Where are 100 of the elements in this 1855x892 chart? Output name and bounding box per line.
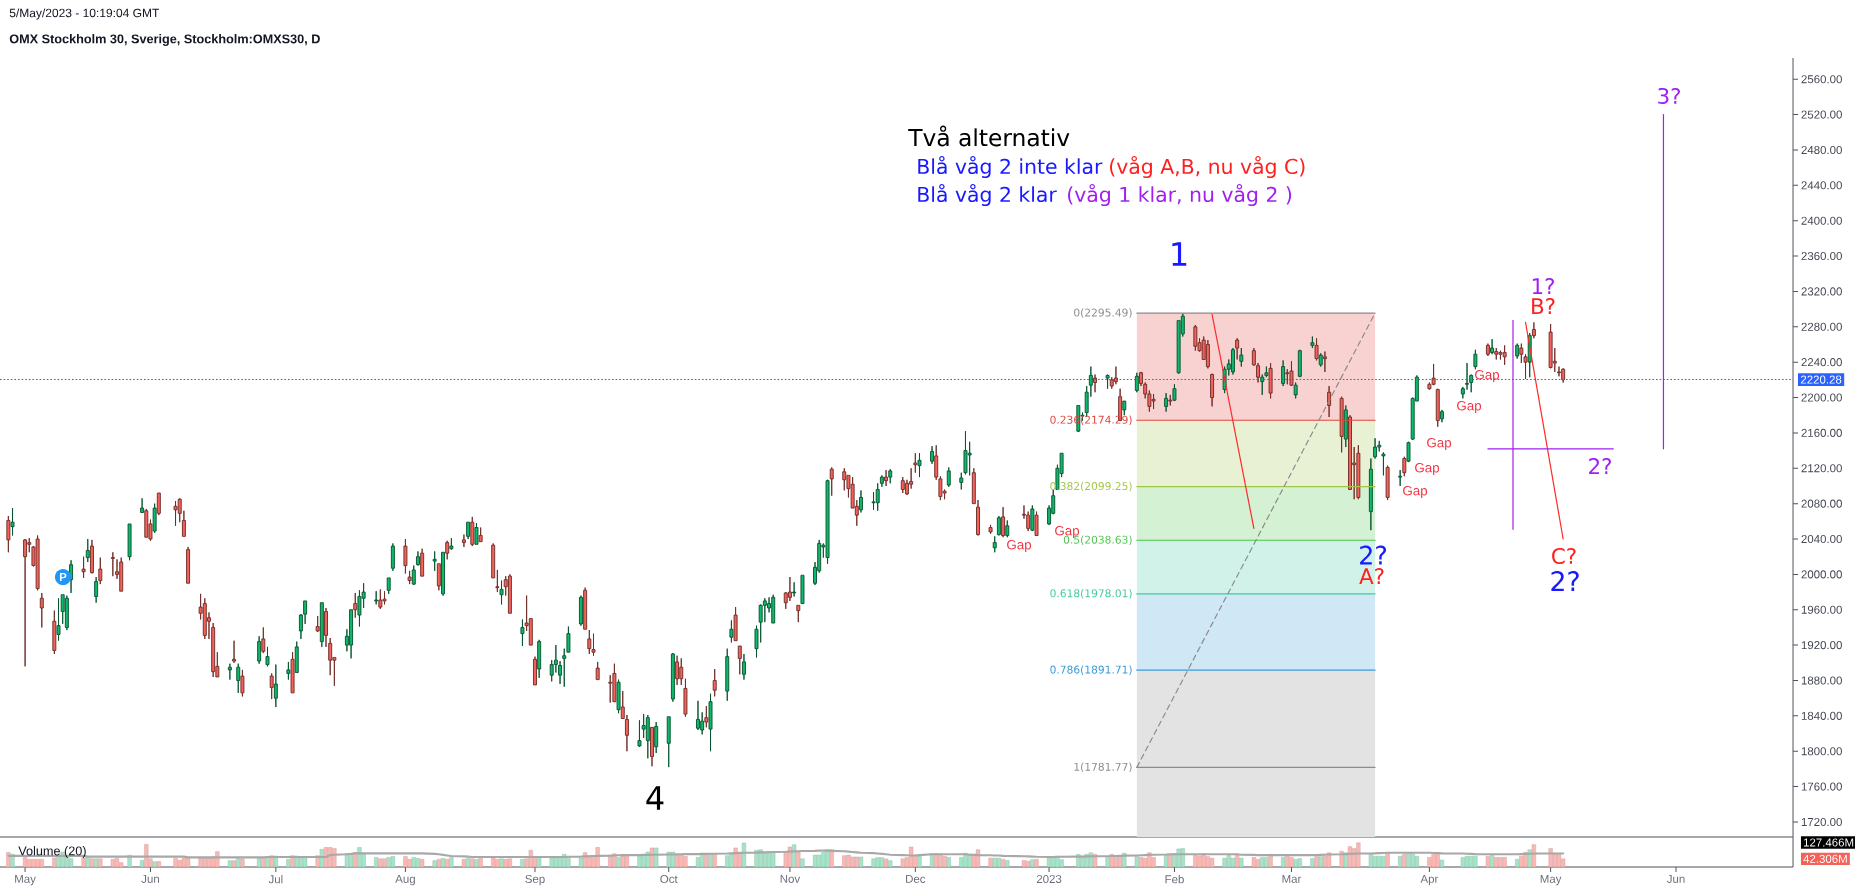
bar [198,857,203,868]
y-tick-label: 2360.00 [1801,252,1842,261]
candlestick [227,663,232,681]
candlestick [616,679,621,714]
bar [917,855,922,868]
candlestick [349,609,354,659]
bar [842,855,847,868]
candlestick [1205,339,1210,369]
candlestick [666,716,671,768]
bar [466,858,471,868]
y-tick-label: 2040.00 [1801,534,1842,544]
candlestick [1322,351,1327,373]
bar [1209,857,1215,868]
bar [1347,846,1353,868]
candlestick [56,597,61,642]
candlestick [1005,519,1010,538]
candlestick [1473,349,1478,370]
candlestick [81,556,86,579]
bar [578,857,584,868]
bar [675,854,680,868]
bar [1239,857,1244,868]
bar [1034,859,1039,868]
annotation: B? [1532,298,1555,314]
bar [432,860,437,868]
annotation: Gap [1427,437,1452,451]
y-tick-label: 1800.00 [1801,747,1842,756]
bar [616,857,621,868]
annotation: 2? [1551,571,1579,591]
candlestick [186,546,191,584]
series-label: 0.618(1978.01) [1050,589,1132,599]
bar [173,858,178,868]
bar [499,858,504,868]
bar [900,858,905,868]
annotation: Gap [1457,400,1482,414]
candlestick [1381,451,1386,476]
candlestick [474,522,479,545]
annotation: 2? [1589,458,1611,474]
candlestick [64,595,69,631]
candlestick [917,452,922,478]
bar [959,857,964,868]
candlestick [578,595,583,627]
candlestick [261,626,266,654]
candlestick [499,580,504,605]
annotation: Gap [1415,462,1440,476]
annotation: (våg 1 klar, nu våg 2 ) [1068,183,1292,207]
bar [871,858,876,868]
bar [440,858,446,868]
bar [374,857,379,868]
bar [1356,842,1361,868]
candlestick [466,521,471,540]
bar [1281,857,1286,868]
bar [1168,854,1173,868]
y-tick-label: 2560.00 [1801,75,1842,84]
bar [553,857,558,868]
candlestick [1314,337,1319,361]
annotation: Två alternativ [908,125,1070,147]
bar [942,856,947,868]
bar [85,857,90,868]
candlestick [403,538,408,574]
candlestick [378,588,383,610]
candlestick [1134,372,1139,393]
candlestick [1406,441,1411,463]
bar [1293,859,1298,868]
candlestick [1368,458,1373,531]
bar [415,858,421,868]
candlestick [679,657,684,686]
candlestick [996,515,1001,536]
bar [35,859,40,868]
candlestick [315,615,320,633]
candlestick [1122,400,1127,416]
bar [227,860,232,868]
bar [1556,854,1562,868]
candlestick [712,668,717,697]
bar [390,856,395,868]
bar [875,857,880,868]
candlestick [374,590,379,605]
candlestick [946,466,951,488]
bar [888,860,893,868]
annotation: P [59,573,67,581]
candlestick [1268,362,1273,399]
bar [879,857,884,868]
candlestick [470,516,475,547]
bar [1377,856,1382,868]
candlestick [273,664,278,708]
bar [436,859,441,868]
candlestick [1293,382,1298,399]
bar [679,854,684,868]
bar [403,856,408,868]
bar [821,852,826,868]
bar [411,857,416,868]
annotation: Blå våg 2 klar [918,183,1057,207]
bar [1105,857,1110,868]
bar [98,858,103,868]
candlestick [445,540,450,560]
candlestick [507,573,512,614]
candlestick [725,648,730,702]
bar [231,860,237,868]
bar [1402,854,1407,868]
bar [1494,857,1499,868]
bar [1464,856,1470,868]
